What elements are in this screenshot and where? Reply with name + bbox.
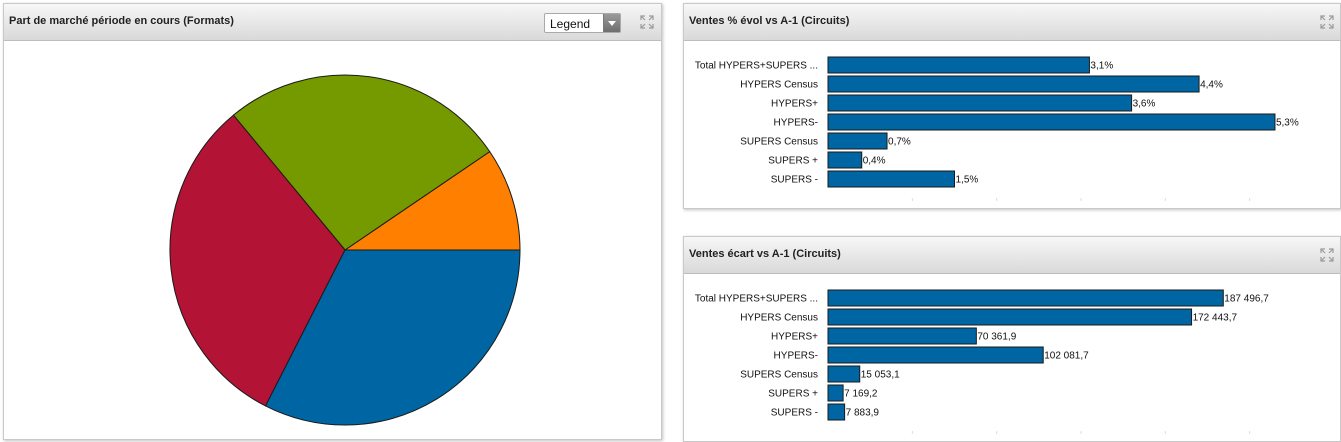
ecart-category-label: SUPERS -	[771, 408, 818, 419]
evol-bar	[827, 151, 863, 169]
evol-bar-chart: Total HYPERS+SUPERS ... 3,1% HYPERS Census…	[695, 56, 1299, 201]
ecart-category-label: SUPERS Census	[740, 370, 818, 381]
ecart-category-label: HYPERS+	[771, 332, 818, 343]
expand-icon[interactable]	[1320, 248, 1334, 262]
ecart-bar	[827, 308, 1193, 326]
ecart-category-label: SUPERS +	[768, 389, 818, 400]
pie-panel-header: Part de marché période en cours (Formats…	[4, 4, 661, 41]
pie-slice	[232, 74, 491, 251]
ecart-category-label: Total HYPERS+SUPERS ...	[695, 294, 818, 305]
ecart-bar	[827, 403, 846, 421]
evol-category-label: HYPERS Census	[740, 80, 818, 91]
ecart-bar	[827, 289, 1224, 307]
pie-slice	[264, 249, 521, 426]
ecart-value-label: 70 361,9	[977, 332, 1016, 343]
ecart-value-label: 102 081,7	[1044, 351, 1089, 362]
pie-panel: Part de marché période en cours (Formats…	[3, 3, 662, 440]
evol-value-label: 5,3%	[1276, 118, 1299, 129]
evol-bar	[827, 132, 888, 150]
evol-value-label: 3,1%	[1090, 61, 1113, 72]
ecart-panel: Ventes écart vs A-1 (Circuits) Total HYP…	[683, 236, 1341, 442]
ecart-bar	[827, 327, 977, 345]
evol-category-label: SUPERS -	[771, 175, 818, 186]
pie-slice	[169, 114, 346, 407]
pie-slice	[343, 150, 521, 251]
ecart-panel-title: Ventes écart vs A-1 (Circuits)	[689, 248, 841, 260]
pie-chart	[169, 74, 521, 426]
evol-bar	[827, 170, 955, 188]
ecart-bar-chart: Total HYPERS+SUPERS ... 187 496,7 HYPERS C…	[695, 289, 1269, 434]
evol-value-label: 3,6%	[1133, 99, 1156, 110]
evol-panel-title: Ventes % évol vs A-1 (Circuits)	[689, 15, 850, 27]
evol-value-label: 0,7%	[888, 137, 911, 148]
expand-icon[interactable]	[640, 15, 654, 29]
evol-category-label: SUPERS +	[768, 156, 818, 167]
legend-dropdown[interactable]: Legend	[544, 13, 621, 33]
evol-category-label: SUPERS Census	[740, 137, 818, 148]
evol-panel: Ventes % évol vs A-1 (Circuits) Total HY…	[683, 3, 1341, 209]
expand-icon[interactable]	[1320, 15, 1334, 29]
evol-value-label: 0,4%	[863, 156, 886, 167]
ecart-value-label: 172 443,7	[1193, 313, 1238, 324]
ecart-value-label: 187 496,7	[1224, 294, 1269, 305]
evol-panel-header: Ventes % évol vs A-1 (Circuits)	[684, 4, 1340, 41]
ecart-bar	[827, 365, 861, 383]
ecart-bar	[827, 346, 1044, 364]
evol-bar	[827, 56, 1090, 74]
ecart-value-label: 7 169,2	[844, 389, 878, 400]
evol-category-label: HYPERS+	[771, 99, 818, 110]
chevron-down-icon[interactable]	[603, 14, 620, 32]
ecart-category-label: HYPERS-	[774, 351, 818, 362]
ecart-category-label: HYPERS Census	[740, 313, 818, 324]
evol-value-label: 4,4%	[1200, 80, 1223, 91]
ecart-bar	[827, 384, 844, 402]
ecart-panel-header: Ventes écart vs A-1 (Circuits)	[684, 237, 1340, 274]
evol-bar	[827, 75, 1200, 93]
evol-bar	[827, 94, 1133, 112]
evol-value-label: 1,5%	[956, 175, 979, 186]
ecart-value-label: 15 053,1	[861, 370, 900, 381]
ecart-value-label: 7 883,9	[846, 408, 880, 419]
legend-dropdown-label: Legend	[550, 17, 591, 31]
evol-bar	[827, 113, 1276, 131]
pie-panel-title: Part de marché période en cours (Formats…	[9, 15, 234, 27]
evol-category-label: Total HYPERS+SUPERS ...	[695, 61, 818, 72]
evol-category-label: HYPERS-	[774, 118, 818, 129]
